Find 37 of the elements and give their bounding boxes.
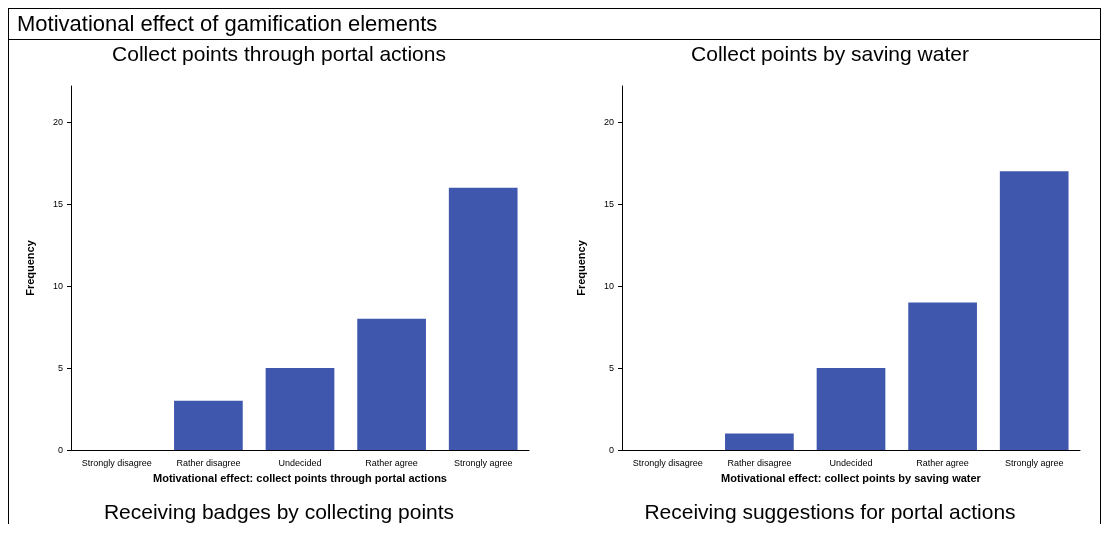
x-tick-label: Strongly disagree [632, 457, 703, 468]
y-tick-label: 15 [52, 199, 63, 210]
bar [448, 187, 518, 450]
x-tick-label: Rather agree [365, 457, 418, 468]
y-tick-label: 0 [57, 445, 63, 455]
y-axis-title: Frequency [23, 239, 36, 296]
y-tick-label: 5 [57, 363, 63, 374]
x-tick-label: Rather disagree [176, 457, 241, 468]
y-tick-label: 10 [603, 281, 614, 292]
x-tick-label: Undecided [829, 457, 873, 468]
text: Receiving suggestions for portal actions [643, 500, 1017, 524]
y-tick-label: 20 [603, 117, 614, 128]
bar [357, 318, 426, 450]
y-tick-label: 20 [52, 117, 63, 128]
bar [725, 433, 794, 450]
y-axis-title: Frequency [574, 239, 587, 296]
x-tick-label: Strongly agree [453, 457, 513, 468]
x-axis-title: Motivational effect: collect points through portal actions [153, 471, 447, 484]
chart-title: Collect points by saving water [690, 42, 970, 66]
x-tick-label: Strongly agree [1004, 457, 1064, 468]
bar [908, 302, 977, 450]
x-tick-label: Strongly disagree [81, 457, 152, 468]
text: Motivational effect of gamification elements [9, 9, 1100, 40]
x-axis-title: Motivational effect: collect points by saving water [721, 471, 982, 484]
y-tick-label: 0 [608, 445, 614, 455]
y-tick-label: 10 [52, 281, 63, 292]
bar [174, 400, 243, 450]
bar [999, 171, 1069, 450]
text: Receiving badges by collecting points [102, 500, 456, 524]
x-tick-label: Undecided [278, 457, 322, 468]
x-tick-label: Rather disagree [727, 457, 792, 468]
y-tick-label: 15 [603, 199, 614, 210]
y-tick-label: 5 [608, 363, 614, 374]
x-tick-label: Rather agree [916, 457, 969, 468]
chart-title: Collect points through portal actions [111, 42, 447, 66]
bar [816, 368, 886, 450]
bar [265, 368, 335, 450]
